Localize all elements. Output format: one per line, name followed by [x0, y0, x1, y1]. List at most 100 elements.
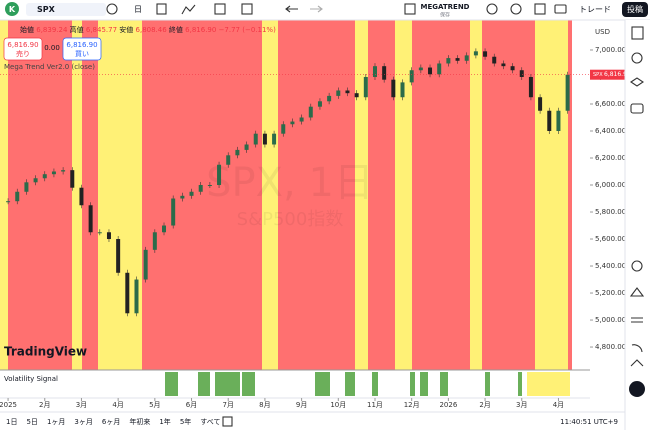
- chat-icon[interactable]: [630, 103, 644, 114]
- settings-icon[interactable]: [510, 3, 522, 15]
- y-tick-label: 7,000.00: [595, 46, 626, 54]
- chart-style-icon[interactable]: [156, 3, 167, 15]
- bearish-zone: [82, 20, 98, 370]
- watchlist-icon[interactable]: [631, 26, 644, 40]
- last-price-symbol: SPX: [593, 72, 603, 78]
- trade-button[interactable]: トレード: [579, 5, 611, 14]
- last-price-value: 6,816.90: [604, 71, 631, 78]
- sell-label: 売り: [16, 49, 30, 58]
- bearish-zone: [142, 20, 262, 370]
- candle: [116, 239, 121, 273]
- range-button[interactable]: 1年: [159, 417, 170, 426]
- range-button[interactable]: 1ヶ月: [47, 418, 65, 426]
- candle: [391, 79, 396, 98]
- candle: [473, 51, 478, 56]
- signal-current: [527, 372, 570, 396]
- bearish-zone: [482, 20, 535, 370]
- candle: [290, 121, 295, 125]
- candle: [372, 66, 377, 77]
- high: 6,845.77: [86, 26, 117, 34]
- target-icon[interactable]: [631, 260, 643, 272]
- templates-icon[interactable]: [214, 3, 226, 15]
- y-tick-label: 4,800.00: [595, 343, 626, 351]
- x-tick-label: 2026: [439, 401, 457, 409]
- sell-button[interactable]: [3, 37, 43, 61]
- layout-icon[interactable]: [404, 3, 416, 15]
- x-tick-label: 2025: [0, 401, 17, 409]
- search-icon[interactable]: [486, 3, 498, 15]
- streams-icon[interactable]: [631, 344, 643, 353]
- candle: [42, 174, 47, 179]
- x-tick-label: 3月: [76, 401, 87, 409]
- candle: [97, 232, 102, 234]
- interval[interactable]: 日: [134, 5, 142, 14]
- redo[interactable]: [310, 5, 323, 13]
- candle: [345, 90, 350, 94]
- candle: [6, 201, 11, 203]
- calendar-icon[interactable]: [631, 317, 643, 323]
- candle: [428, 67, 433, 75]
- notifications-icon[interactable]: [630, 359, 644, 367]
- snapshot-icon[interactable]: [554, 4, 567, 14]
- candle: [382, 66, 387, 80]
- candle: [33, 178, 38, 183]
- layers-icon[interactable]: [630, 77, 644, 87]
- x-tick-label: 5月: [149, 401, 160, 409]
- candle: [519, 70, 524, 77]
- symbol-search[interactable]: [26, 3, 106, 16]
- signal-bar: [410, 372, 415, 396]
- candle: [207, 185, 212, 187]
- signal-bar: [485, 372, 490, 396]
- low-label: 安値: [119, 25, 133, 34]
- indicators-icon[interactable]: [181, 4, 196, 15]
- ideas-icon[interactable]: [629, 287, 645, 297]
- candle: [180, 195, 185, 199]
- avatar-letter: K: [9, 5, 16, 14]
- x-tick-label: 2月: [39, 401, 50, 409]
- x-tick-label: 12月: [404, 401, 420, 409]
- candle: [70, 170, 75, 188]
- candle: [235, 149, 240, 156]
- candle: [134, 279, 139, 314]
- x-tick-label: 3月: [516, 401, 527, 409]
- range-button[interactable]: すべて: [200, 418, 220, 426]
- buy-button[interactable]: [62, 37, 102, 61]
- range-button[interactable]: 5年: [180, 417, 191, 426]
- indicator-pane: [0, 370, 590, 398]
- x-tick-label: 2月: [479, 401, 490, 409]
- publish-button[interactable]: [622, 2, 648, 17]
- range-button[interactable]: 5日: [26, 418, 37, 426]
- y-tick-label: 6,200.00: [595, 154, 626, 162]
- range-button[interactable]: 3ヶ月: [74, 418, 92, 426]
- alert-icon[interactable]: [241, 3, 253, 15]
- range-button[interactable]: 6ヶ月: [102, 418, 120, 426]
- candle: [244, 144, 249, 150]
- undo[interactable]: [285, 5, 298, 13]
- clock: 11:40:51 UTC+9: [560, 418, 618, 426]
- candle: [455, 58, 460, 61]
- indicator-label: Mega Trend Ver2.0 (close): [4, 63, 95, 71]
- signal-bar: [518, 372, 522, 396]
- indicator-pane-label: Volatility Signal: [4, 375, 58, 383]
- range-button[interactable]: 1日: [6, 418, 17, 426]
- apps-button[interactable]: [629, 381, 645, 397]
- candle: [217, 164, 222, 186]
- y-tick-label: 6,000.00: [595, 181, 626, 189]
- goto-date-icon[interactable]: [222, 416, 233, 427]
- layout-name[interactable]: MEGATREND: [421, 3, 470, 11]
- buy-label: 買い: [75, 50, 89, 58]
- alerts-icon[interactable]: [631, 52, 643, 64]
- candle: [556, 110, 561, 131]
- candle: [299, 117, 304, 122]
- range-button[interactable]: 年初来: [129, 417, 150, 426]
- add-symbol[interactable]: [106, 3, 118, 15]
- candle: [189, 191, 194, 196]
- fullscreen-icon[interactable]: [534, 3, 546, 15]
- candle: [354, 93, 359, 98]
- candle: [152, 232, 157, 250]
- avatar[interactable]: [5, 2, 19, 16]
- candle: [437, 63, 442, 75]
- candle: [198, 185, 203, 192]
- symbol: SPX: [37, 5, 56, 14]
